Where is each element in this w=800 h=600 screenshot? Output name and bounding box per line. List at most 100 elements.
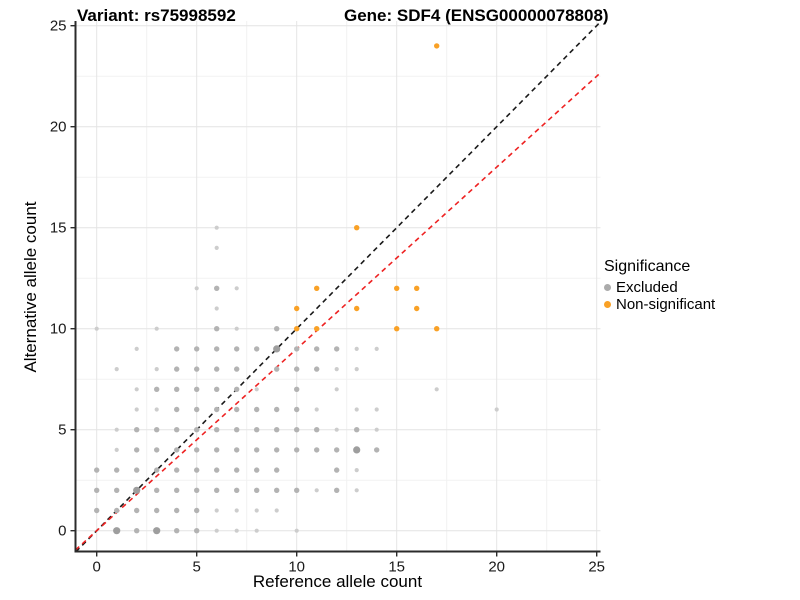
point-excluded (214, 225, 219, 230)
point-excluded (174, 528, 180, 534)
point-excluded (214, 306, 219, 311)
point-non-significant (354, 225, 360, 231)
x-tick-label: 5 (193, 559, 201, 576)
point-excluded (214, 447, 220, 453)
point-excluded (214, 467, 220, 473)
point-excluded (294, 386, 300, 392)
point-non-significant (314, 326, 320, 332)
point-excluded (194, 366, 200, 372)
point-excluded (114, 447, 119, 452)
point-excluded (254, 508, 259, 513)
point-excluded (134, 528, 140, 534)
point-excluded (294, 427, 300, 433)
point-excluded (294, 406, 300, 413)
x-tick-label: 0 (93, 559, 101, 576)
legend-item-non-significant: Non-significant (604, 296, 715, 313)
point-excluded (354, 468, 359, 473)
point-excluded (294, 366, 300, 372)
point-excluded (174, 427, 180, 433)
y-tick-label: 25 (50, 18, 67, 35)
point-excluded (134, 387, 139, 392)
point-excluded (114, 487, 120, 493)
point-excluded (134, 346, 139, 351)
point-excluded (234, 508, 239, 513)
point-excluded (113, 527, 121, 535)
point-excluded (294, 528, 299, 533)
point-excluded (194, 507, 200, 514)
point-excluded (274, 326, 280, 332)
point-excluded (194, 467, 200, 473)
point-excluded (214, 346, 220, 352)
point-excluded (314, 366, 320, 372)
point-non-significant (294, 305, 300, 312)
point-excluded (154, 447, 160, 453)
point-excluded (234, 366, 240, 372)
point-excluded (354, 488, 359, 493)
point-excluded (134, 467, 140, 473)
variant-title: Variant: rs75998592 (77, 6, 236, 25)
point-excluded (154, 386, 160, 392)
point-excluded (254, 406, 260, 413)
point-excluded (354, 427, 360, 433)
point-excluded (174, 447, 180, 453)
point-excluded (194, 427, 200, 433)
point-excluded (234, 447, 240, 453)
point-excluded (114, 427, 119, 432)
point-excluded (234, 427, 240, 433)
point-excluded (334, 346, 340, 352)
point-excluded (214, 386, 220, 392)
point-excluded (94, 507, 100, 514)
point-excluded (374, 427, 379, 432)
point-excluded (234, 326, 239, 331)
point-non-significant (314, 285, 320, 291)
y-tick-label: 10 (50, 321, 67, 338)
point-excluded (314, 407, 319, 412)
point-excluded (114, 467, 120, 473)
point-non-significant (354, 305, 360, 312)
point-excluded (334, 387, 339, 392)
point-excluded (274, 406, 280, 413)
point-excluded (174, 346, 180, 352)
point-non-significant (294, 326, 300, 332)
point-excluded (154, 467, 160, 473)
gene-title: Gene: SDF4 (ENSG00000078808) (344, 6, 609, 25)
point-excluded (334, 427, 339, 432)
point-excluded (174, 406, 180, 413)
point-excluded (174, 467, 180, 473)
point-excluded (254, 528, 259, 533)
point-non-significant (414, 305, 420, 312)
point-excluded (314, 427, 320, 433)
point-excluded (334, 447, 340, 453)
expected-ratio-line (74, 71, 602, 551)
y-tick-label: 15 (50, 220, 67, 237)
point-excluded (153, 527, 161, 535)
point-excluded (194, 346, 200, 352)
non-significant-dot-icon (604, 300, 611, 308)
x-tick-label: 10 (288, 559, 305, 576)
legend-item-label: Non-significant (616, 296, 716, 313)
point-excluded (174, 386, 180, 392)
point-excluded (374, 447, 380, 453)
point-excluded (234, 286, 239, 291)
point-excluded (234, 386, 240, 392)
point-excluded (254, 427, 260, 433)
point-excluded (154, 487, 160, 493)
point-excluded (134, 427, 140, 433)
point-excluded (354, 367, 359, 372)
point-excluded (274, 447, 280, 453)
point-excluded (194, 447, 200, 453)
legend: Significance Excluded Non-significant (604, 258, 715, 313)
point-excluded (274, 487, 280, 493)
y-tick-label: 5 (58, 422, 66, 439)
y-tick-label: 0 (58, 523, 66, 540)
point-excluded (94, 326, 99, 331)
point-excluded (354, 346, 359, 351)
point-non-significant (394, 326, 400, 332)
point-excluded (194, 406, 200, 413)
point-excluded (434, 387, 439, 392)
point-excluded (254, 346, 260, 352)
point-excluded (194, 386, 200, 392)
point-excluded (214, 366, 220, 372)
point-excluded (94, 467, 100, 473)
